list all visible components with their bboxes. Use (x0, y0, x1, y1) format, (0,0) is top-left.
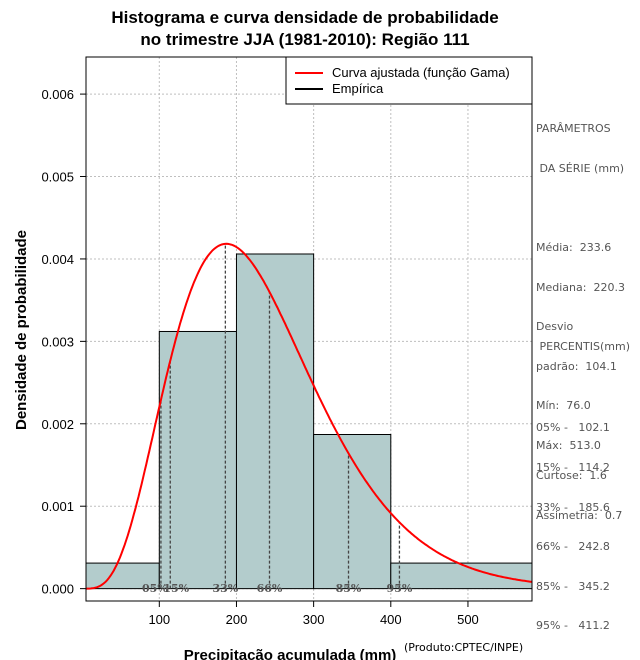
percentile-label: 15% (163, 582, 189, 595)
y-tick-label: 0.003 (41, 334, 74, 349)
percentile-85: 85% - 345.2 (536, 579, 610, 593)
stat-mean: Média: 233.6 (536, 241, 612, 255)
stat-kurtosis: Curtose: 1.6 (536, 469, 607, 483)
histogram-bar (158, 330, 237, 590)
percentile-95: 95% - 411.2 (536, 619, 610, 633)
stat-min: Mín: 76.0 (536, 399, 591, 413)
stat-std-label: Desvio (536, 320, 574, 334)
percentile-15: 15% - 114.2 (536, 461, 610, 475)
legend-label: Curva ajustada (função Gama) (332, 65, 510, 80)
y-tick-label: 0.000 (41, 582, 74, 597)
percentile-label: 85% (336, 582, 362, 595)
y-tick-label: 0.001 (41, 499, 74, 514)
stats-panel: PARÂMETROS DA SÉRIE (mm) Média: 233.6 Me… (536, 96, 625, 465)
x-tick-label: 300 (303, 612, 325, 627)
x-tick-label: 500 (457, 612, 479, 627)
percentile-label: 66% (257, 582, 283, 595)
percentile-66: 66% - 242.8 (536, 540, 610, 554)
x-tick-label: 400 (380, 612, 402, 627)
x-tick-label: 100 (148, 612, 170, 627)
histogram-bar (390, 562, 533, 590)
percentile-33: 33% - 185.6 (536, 500, 610, 514)
percentiles-panel: PERCENTIS(mm) 05% - 102.1 15% - 114.2 33… (536, 314, 630, 646)
stats-header: PARÂMETROS (536, 122, 611, 136)
legend-box (285, 56, 533, 105)
shape-panel: Curtose: 1.6 Assimetria: 0.7 (536, 443, 622, 535)
x-tick-label: 200 (226, 612, 248, 627)
stat-std: padrão: 104.1 (536, 359, 617, 373)
y-tick-label: 0.006 (41, 87, 74, 102)
percentile-label: 05% (142, 582, 168, 595)
stat-max: Máx: 513.0 (536, 439, 601, 453)
percentile-label: 33% (212, 582, 238, 595)
histogram-bar (235, 253, 315, 590)
percentile-05: 05% - 102.1 (536, 421, 610, 435)
y-tick-label: 0.005 (41, 170, 74, 185)
y-tick-label: 0.004 (41, 252, 74, 267)
stat-median: Mediana: 220.3 (536, 280, 625, 294)
product-credit: (Produto:CPTEC/INPE) (404, 641, 524, 654)
histogram-bar (313, 434, 392, 590)
y-axis-label: Densidade de probabilidade (13, 230, 30, 430)
stats-subheader: DA SÉRIE (mm) (536, 162, 625, 176)
chart-title-line1: Histograma e curva densidade de probabil… (111, 8, 499, 27)
percentiles-header: PERCENTIS(mm) (536, 340, 630, 354)
y-tick-label: 0.002 (41, 417, 74, 432)
gamma-curve (86, 242, 532, 590)
percentile-label: 95% (387, 582, 413, 595)
legend-label: Empírica (332, 81, 384, 96)
x-axis-label: Precipitação acumulada (mm) (184, 647, 397, 660)
stat-skewness: Assimetria: 0.7 (536, 509, 623, 523)
chart-title-line2: no trimestre JJA (1981-2010): Região 111 (140, 30, 470, 49)
